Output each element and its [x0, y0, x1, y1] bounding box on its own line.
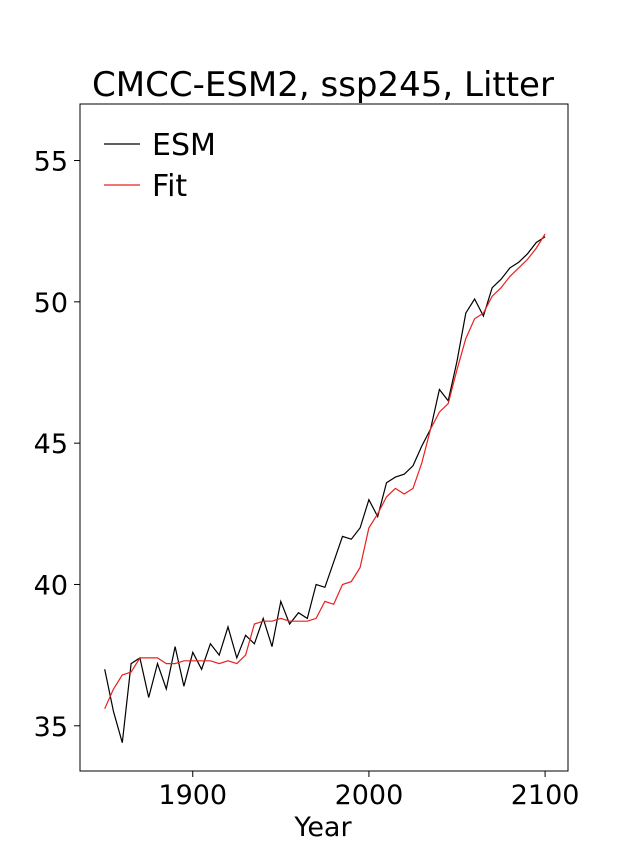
- x-tick-label: 1900: [158, 780, 227, 811]
- y-tick-label: 40: [34, 570, 68, 601]
- legend-label-fit: Fit: [152, 169, 187, 204]
- y-tick-label: 55: [34, 147, 68, 178]
- x-tick-label: 2100: [511, 780, 580, 811]
- y-axis: 35 40 45 50 55: [34, 147, 80, 743]
- legend-label-esm: ESM: [152, 128, 216, 163]
- series-line-esm: [104, 236, 546, 743]
- x-tick-label: 2000: [335, 780, 404, 811]
- plot-area: [104, 233, 546, 743]
- y-tick-label: 50: [34, 288, 68, 319]
- x-axis: 1900 2000 2100: [158, 771, 579, 811]
- legend: ESM Fit: [104, 128, 216, 204]
- chart-title: CMCC-ESM2, ssp245, Litter: [92, 65, 554, 105]
- x-axis-label: Year: [293, 812, 352, 843]
- plot-frame: [79, 103, 569, 772]
- series-line-fit: [104, 233, 546, 710]
- y-tick-label: 35: [34, 712, 68, 743]
- y-tick-label: 45: [34, 429, 68, 460]
